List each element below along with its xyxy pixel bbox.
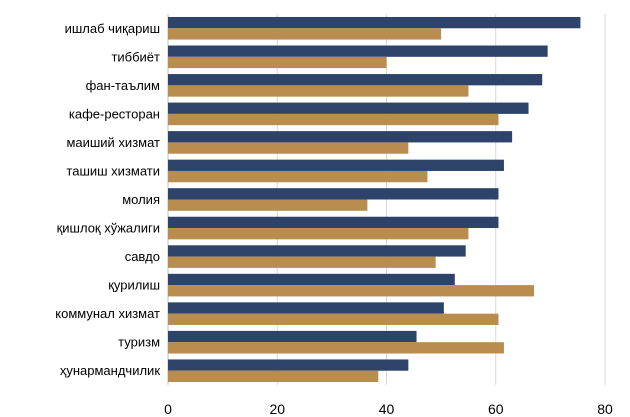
x-tick-label: 60 <box>488 401 504 417</box>
label-layer: 0 20 40 60 80 ишлаб чиқариш тиббиёт фан-таълим к… <box>55 21 613 417</box>
category-label: қурилиш <box>108 278 160 293</box>
bar-series-1 <box>168 302 444 314</box>
x-tick-label: 20 <box>269 401 285 417</box>
category-label: тиббиёт <box>111 49 160 64</box>
bar-series-2 <box>168 370 379 383</box>
bar-series-2 <box>168 256 436 268</box>
x-tick-label: 0 <box>164 401 172 417</box>
bar-series-1 <box>168 330 417 343</box>
bar-series-2 <box>168 313 499 325</box>
category-label: ҳунармандчилик <box>60 363 160 378</box>
bar-series-1 <box>168 16 581 29</box>
category-label: қишлоқ хўжалиги <box>57 221 160 236</box>
category-label: молия <box>122 192 160 207</box>
category-label: коммунал хизмат <box>55 306 160 321</box>
bar-series-2 <box>168 199 368 211</box>
bar-series-1 <box>168 159 504 171</box>
x-tick-label: 80 <box>597 401 613 417</box>
bar-series-2 <box>168 342 504 354</box>
x-tick-label: 40 <box>379 401 395 417</box>
bar-series-1 <box>168 102 529 114</box>
category-label: фан-таълим <box>86 78 160 93</box>
bar-series-1 <box>168 216 499 229</box>
bar-series-2 <box>168 228 469 240</box>
bar-series-1 <box>168 131 513 143</box>
category-label: кафе-ресторан <box>69 106 160 121</box>
bar-series-1 <box>168 273 455 286</box>
bar-series-1 <box>168 74 543 86</box>
bar-series-1 <box>168 188 499 200</box>
bar-series-2 <box>168 170 428 183</box>
category-label: туризм <box>118 335 160 350</box>
bar-series-2 <box>168 56 387 69</box>
bar-series-1 <box>168 359 409 371</box>
category-label: савдо <box>125 249 160 264</box>
category-label: ташиш хизмати <box>66 163 160 178</box>
bar-series-2 <box>168 285 534 297</box>
bar-layer <box>168 16 581 383</box>
bar-series-2 <box>168 142 409 154</box>
bar-series-1 <box>168 45 548 57</box>
bar-series-2 <box>168 28 442 40</box>
category-label: маиший хизмат <box>66 135 160 150</box>
bar-series-1 <box>168 245 466 257</box>
category-label: ишлаб чиқариш <box>65 21 160 36</box>
bar-series-2 <box>168 85 469 97</box>
bar-series-2 <box>168 113 499 126</box>
